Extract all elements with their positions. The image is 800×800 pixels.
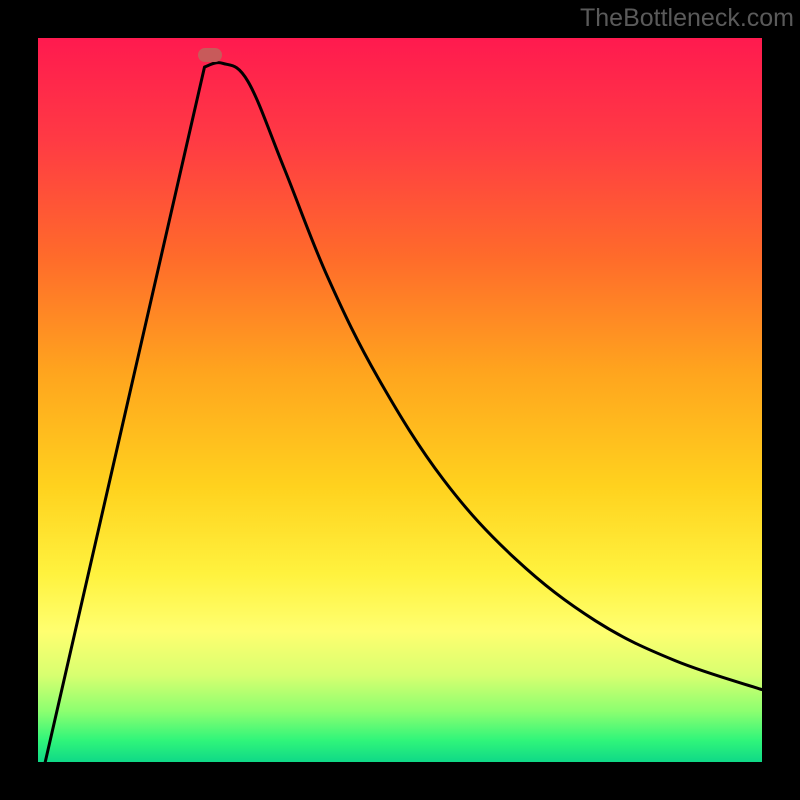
background-gradient — [38, 38, 762, 762]
watermark-text: TheBottleneck.com — [580, 4, 794, 33]
optimal-marker — [198, 48, 222, 62]
frame-border-right — [762, 0, 800, 800]
frame-border-bottom — [0, 762, 800, 800]
plot-area — [38, 38, 762, 762]
frame-border-left — [0, 0, 38, 800]
